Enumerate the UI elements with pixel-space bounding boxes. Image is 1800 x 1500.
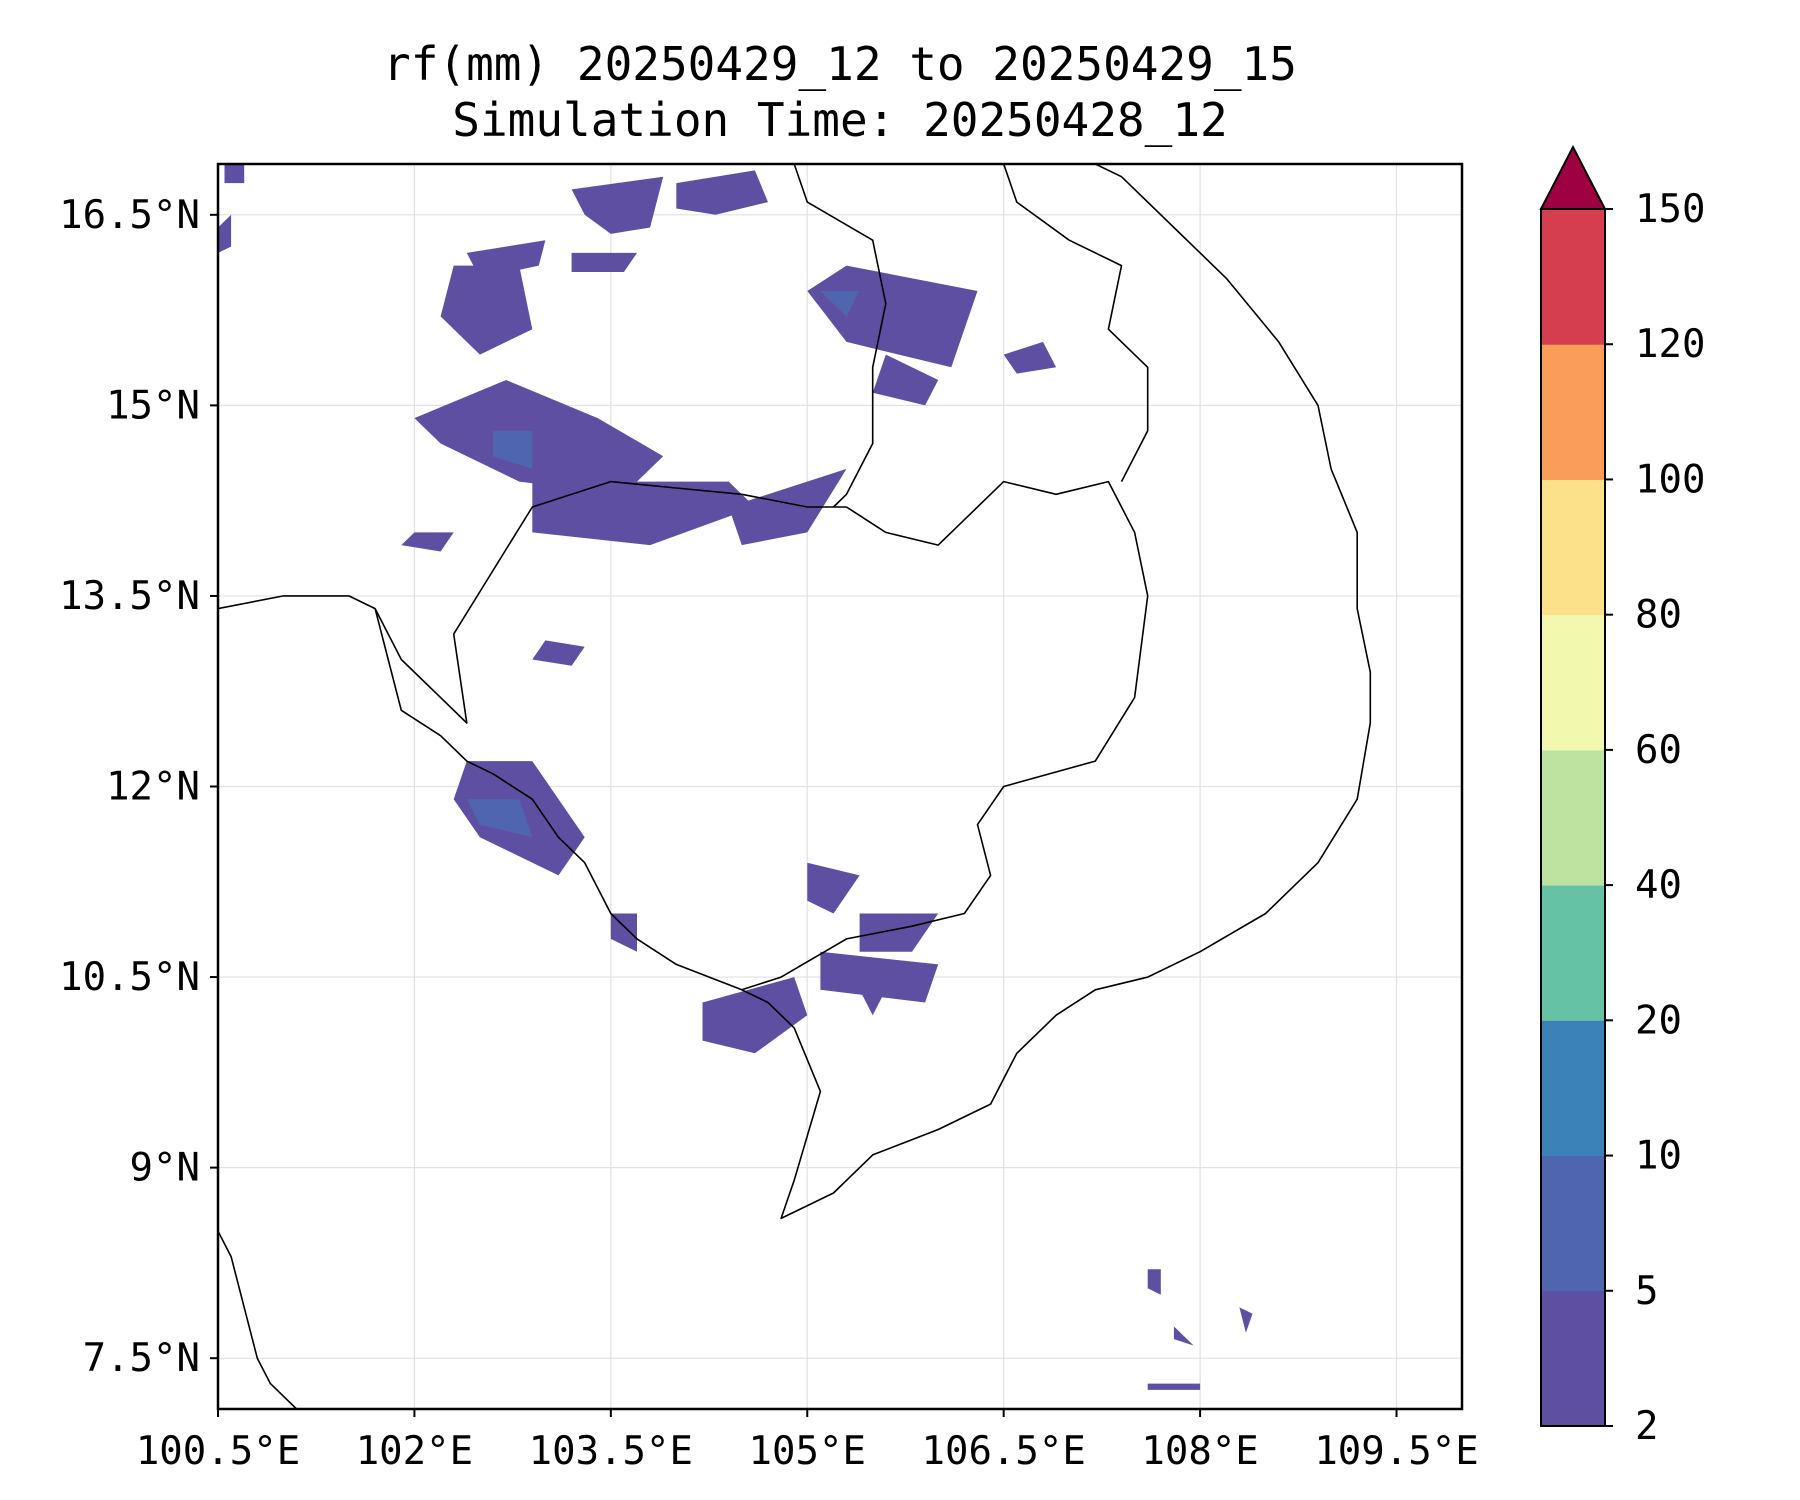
colorbar-label: 150 [1635,187,1705,232]
colorbar-label: 120 [1635,322,1705,367]
rain-patch [1003,341,1057,374]
colorbar-segment [1541,614,1605,751]
figure-subtitle: Simulation Time: 20250428_12 [452,93,1227,147]
rain-patch [728,468,847,546]
x-tick-label: 105°E [749,1429,866,1474]
rain-patch [532,481,755,546]
figure-title: rf(mm) 20250429_12 to 20250429_15 [383,37,1297,91]
rain-patch [493,430,533,469]
rain-patch [859,989,886,1016]
y-tick-label: 10.5°N [59,955,200,1000]
rain-patch [610,913,637,952]
colorbar-label: 5 [1635,1269,1658,1314]
graticule-grid [217,164,1462,1409]
coastlines-and-borders [218,164,1372,1409]
colorbar-label: 80 [1635,593,1682,638]
rain-patch [466,799,533,838]
rain-patch [820,291,860,317]
rain-patch [224,164,245,184]
x-tick-label: 109.5°E [1314,1429,1478,1474]
y-tick-label: 12°N [106,765,200,810]
y-tick-label: 7.5°N [83,1336,200,1381]
longitude-ticks: 100.5°E 102°E 103.5°E 105°E 106.5°E 108°E 109.… [136,1409,1479,1474]
rain-patch [401,532,454,552]
colorbar-segment [1541,344,1605,480]
x-tick-label: 100.5°E [136,1429,300,1474]
colorbar-label: 2 [1635,1404,1658,1449]
x-tick-label: 108°E [1141,1429,1258,1474]
coastline [218,1230,298,1409]
colorbar-segment [1541,749,1605,886]
rain-patch [1147,1383,1201,1390]
x-tick-label: 102°E [356,1429,473,1474]
colorbar-segment [1541,1155,1605,1292]
latitude-ticks: 16.5°N 15°N 13.5°N 12°N 10.5°N 9°N 7.5°N [59,193,218,1381]
colorbar-outline [1540,208,1606,1427]
rain-patch [807,265,978,368]
country-border [793,164,887,508]
colorbar: 2 5 10 20 40 60 80 100 120 150 [1539,144,1705,1449]
colorbar-label: 40 [1635,863,1682,908]
rain-patch [571,176,664,234]
rain-patch [859,913,939,952]
colorbar-segment [1541,479,1605,616]
rain-patch [440,265,533,355]
colorbar-extend-max [1539,144,1607,210]
rain-patch [702,977,808,1054]
coastline [218,164,1372,1220]
rain-patch [676,170,768,215]
rain-patch [218,214,232,253]
rain-patch [1173,1326,1194,1346]
colorbar-label: 100 [1635,457,1705,502]
y-tick-label: 16.5°N [59,193,200,238]
rain-patch [532,640,585,666]
rain-patch [872,354,939,406]
country-border [1002,164,1149,482]
rain-patch [807,862,860,914]
rain-patch [820,951,939,1003]
colorbar-segment [1541,885,1605,1021]
rain-patch [414,380,664,495]
country-border [374,480,847,724]
y-tick-label: 13.5°N [59,574,200,619]
y-tick-label: 9°N [130,1146,200,1191]
colorbar-label: 20 [1635,998,1682,1043]
colorbar-segment [1541,209,1605,345]
rain-patch [1239,1307,1253,1333]
colorbar-segment [1541,1020,1605,1157]
rain-patch [571,252,637,272]
x-tick-label: 103.5°E [529,1429,693,1474]
colorbar-label: 60 [1635,728,1682,773]
y-tick-label: 15°N [106,383,200,428]
colorbar-segment [1541,1290,1605,1427]
x-tick-label: 106.5°E [921,1429,1085,1474]
country-border [741,480,1149,991]
rain-patch [1147,1269,1161,1295]
rainfall-contours [218,164,1253,1390]
colorbar-label: 10 [1635,1134,1682,1179]
